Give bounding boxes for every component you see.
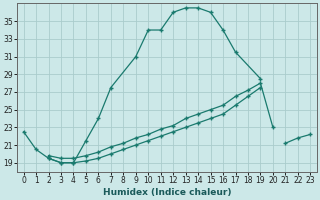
X-axis label: Humidex (Indice chaleur): Humidex (Indice chaleur) [103, 188, 231, 197]
